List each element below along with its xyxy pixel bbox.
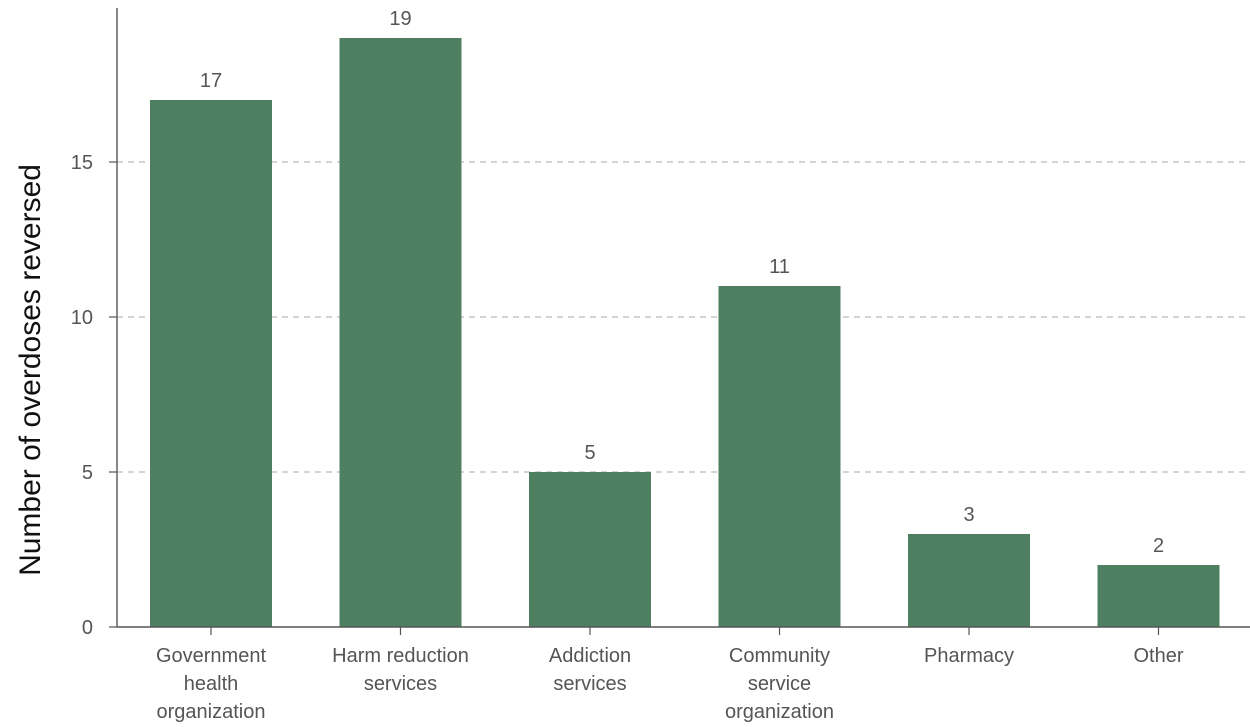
bar-value-label: 17 xyxy=(200,70,222,92)
axes xyxy=(109,8,1250,635)
bar xyxy=(1097,565,1220,627)
x-tick-label: Community service organization xyxy=(725,645,834,723)
bar xyxy=(718,286,841,627)
y-tick-label: 0 xyxy=(82,617,93,639)
x-tick-label: Other xyxy=(1133,645,1183,667)
bar xyxy=(150,100,272,627)
bar-value-label: 5 xyxy=(584,442,595,464)
y-tick-label: 10 xyxy=(71,307,93,329)
bar-value-label: 2 xyxy=(1153,535,1164,557)
x-tick-label: Harm reduction services xyxy=(332,645,469,695)
bar-value-label: 11 xyxy=(769,256,790,278)
bar-value-label: 3 xyxy=(963,504,974,526)
bars xyxy=(150,38,1220,627)
labels: 0 5 10 15 17 Government health organization 19 Ha… xyxy=(71,8,1184,723)
y-tick-label: 5 xyxy=(82,462,93,484)
bar xyxy=(529,472,651,627)
y-axis-title: Number of overdoses reversed xyxy=(14,164,47,576)
bar xyxy=(339,38,462,627)
y-tick-label: 15 xyxy=(71,152,93,174)
x-tick-label: Addiction services xyxy=(549,645,631,695)
x-tick-label: Government health organization xyxy=(156,645,266,723)
x-tick-label: Pharmacy xyxy=(924,645,1014,667)
grid-lines xyxy=(117,161,1250,473)
bar xyxy=(908,534,1030,627)
bar-value-label: 19 xyxy=(389,8,411,30)
